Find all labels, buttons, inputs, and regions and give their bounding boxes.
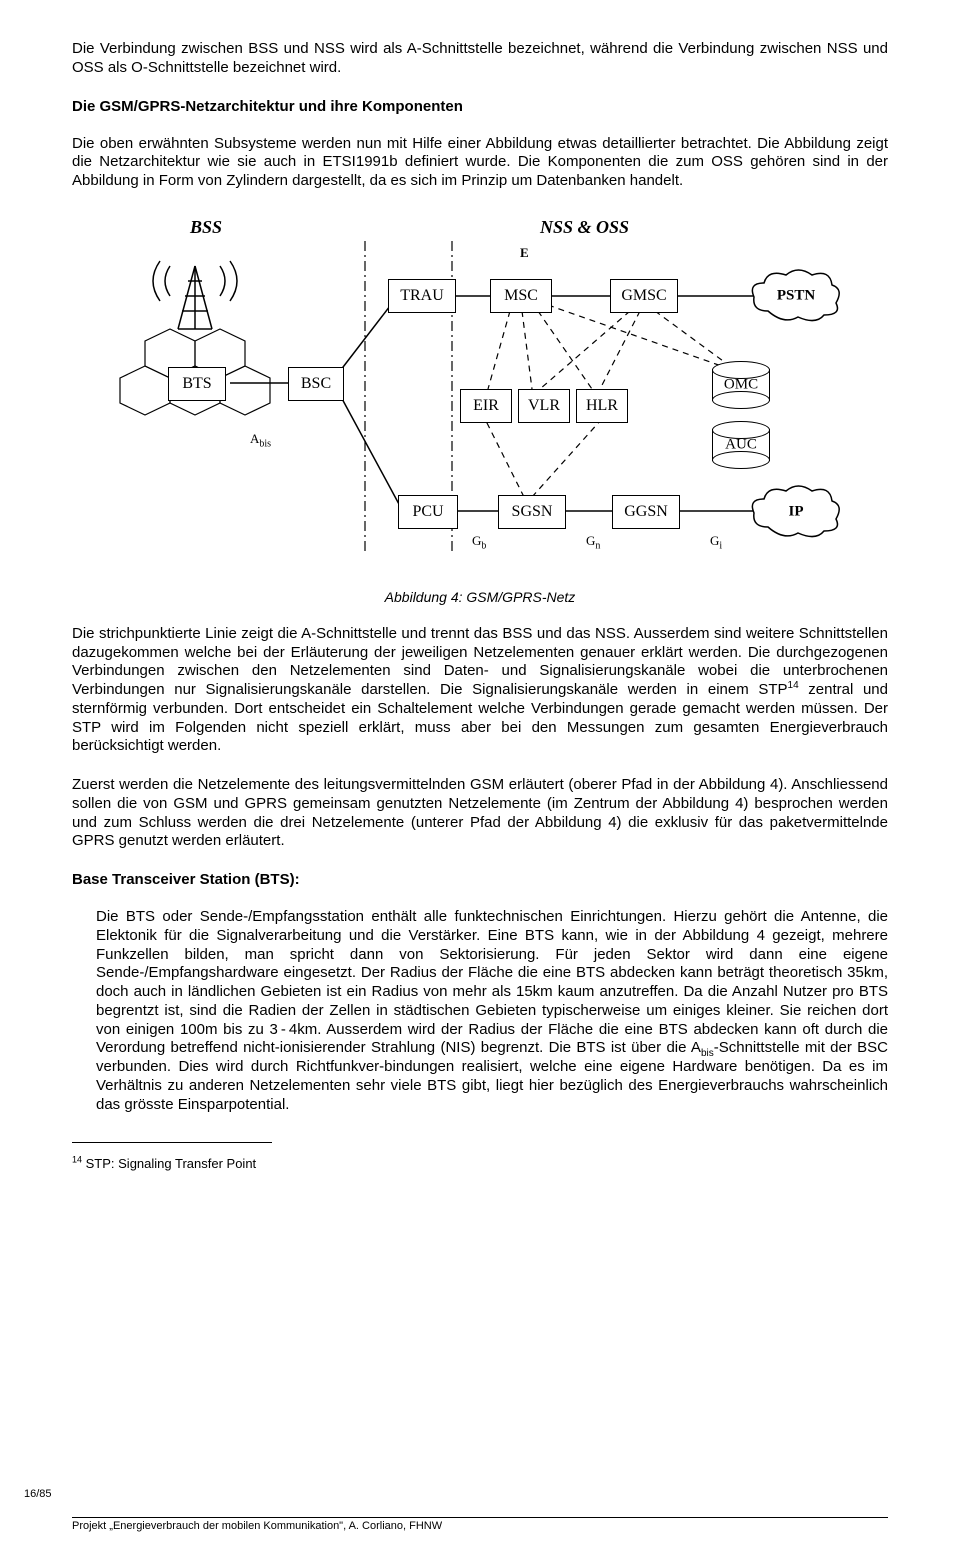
gsm-gprs-diagram: BSS NSS & OSS E TRAU MSC GMSC BTS BSC EI… — [100, 211, 860, 581]
abis-label: Abis — [250, 431, 271, 447]
gi-label: Gi — [710, 533, 722, 549]
figure-caption: Abbildung 4: GSM/GPRS-Netz — [72, 589, 888, 605]
section-paragraph: Die oben erwähnten Subsysteme werden nun… — [72, 135, 888, 191]
order-paragraph: Zuerst werden die Netzelemente des leitu… — [72, 776, 888, 851]
node-bts: BTS — [168, 367, 226, 401]
gb-label: Gb — [472, 533, 486, 549]
after-figure-paragraph: Die strichpunktierte Linie zeigt die A-S… — [72, 625, 888, 756]
cyl-omc: OMC — [712, 361, 770, 409]
project-footer: Projekt „Energieverbrauch der mobilen Ko… — [72, 1517, 888, 1532]
intro-paragraph: Die Verbindung zwischen BSS und NSS wird… — [72, 40, 888, 78]
footnote-14: 14 STP: Signaling Transfer Point — [72, 1156, 888, 1173]
node-pcu: PCU — [398, 495, 458, 529]
gn-label: Gn — [586, 533, 600, 549]
node-hlr: HLR — [576, 389, 628, 423]
cyl-auc: AUC — [712, 421, 770, 469]
section-heading: Die GSM/GPRS-Netzarchitektur und ihre Ko… — [72, 98, 888, 115]
node-ggsn: GGSN — [612, 495, 680, 529]
footnote-separator — [72, 1142, 272, 1143]
e-interface-label: E — [520, 245, 529, 261]
cloud-pstn: PSTN — [748, 267, 844, 325]
node-vlr: VLR — [518, 389, 570, 423]
node-msc: MSC — [490, 279, 552, 313]
node-bsc: BSC — [288, 367, 344, 401]
cloud-ip: IP — [748, 483, 844, 541]
bts-paragraph: Die BTS oder Sende-/Empfangsstation enth… — [96, 908, 888, 1114]
node-gmsc: GMSC — [610, 279, 678, 313]
node-sgsn: SGSN — [498, 495, 566, 529]
page-number: 16/85 — [24, 1488, 52, 1500]
footnote-ref-14: 14 — [788, 680, 799, 691]
bts-heading: Base Transceiver Station (BTS): — [72, 871, 888, 888]
node-trau: TRAU — [388, 279, 456, 313]
node-eir: EIR — [460, 389, 512, 423]
